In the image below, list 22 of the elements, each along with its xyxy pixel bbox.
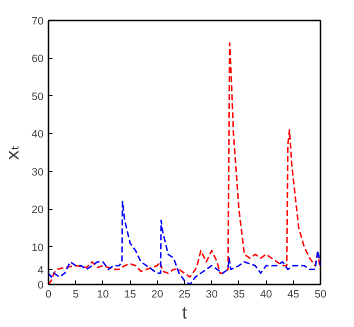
x-tick-label: 5 (72, 288, 79, 300)
y-tick-label: 50 (32, 90, 44, 103)
y-axis-title: xₜ (4, 144, 24, 160)
x-tick-label: 35 (232, 288, 245, 300)
y-tick-label: 20 (32, 204, 44, 216)
x-tick-label: 40 (260, 288, 272, 300)
y-tick-label: 0 (38, 280, 44, 292)
y-tick-label: 10 (32, 242, 44, 254)
x-tick-label: 0 (46, 288, 52, 300)
x-tick-label: 30 (206, 288, 218, 300)
y-tick-label: 70 (32, 16, 44, 28)
x-tick-label: 20 (151, 288, 164, 300)
x-tick-label: 10 (96, 288, 109, 300)
y-tick-label: 60 (32, 53, 44, 66)
x-tick-label: 15 (124, 288, 136, 300)
y-tick-label: 30 (32, 166, 44, 178)
x-axis-title: t (182, 302, 188, 322)
x-tick-label: 50 (314, 288, 326, 300)
y-tick-label: 40 (32, 128, 44, 141)
y-tick-label: 4 (38, 264, 44, 276)
x-tick-label: 25 (178, 288, 190, 300)
x-tick-label: 45 (287, 288, 300, 300)
